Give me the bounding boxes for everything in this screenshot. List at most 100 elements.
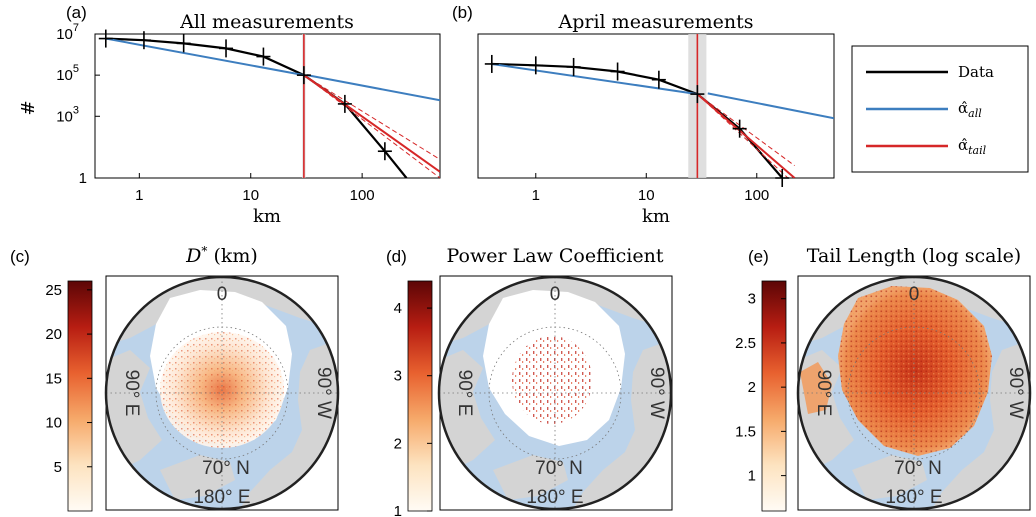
panel-b-data-marker	[651, 70, 666, 89]
panel-a-data-marker	[136, 31, 151, 50]
panel-b-series-alpha-all-upper	[707, 92, 834, 120]
panel-c-letter: (c)	[10, 247, 30, 266]
panel-e-label-90w: 90° W	[1005, 367, 1026, 419]
panel-a-title: All measurements	[179, 11, 354, 33]
panel-a-series-alpha-all	[105, 37, 305, 77]
panel-b-series-alpha-all	[491, 62, 698, 96]
panel-b-data-marker	[732, 119, 747, 138]
panel-b-series-data	[491, 62, 784, 178]
panel-b-xtick-label: 10	[638, 187, 655, 204]
panel-a-axes-frame	[94, 33, 441, 179]
legend-alpha-tail-sub: tail	[968, 144, 986, 157]
panel-b-data-marker	[610, 62, 625, 81]
panel-e-colorbar	[761, 280, 787, 512]
panel-d-land-north	[439, 277, 671, 345]
panel-d-label-180e: 180° E	[526, 487, 583, 508]
panel-a-data-marker	[256, 47, 271, 66]
panel-a-series-data	[105, 37, 408, 178]
panel-c-colorbar-label: 15	[45, 370, 62, 387]
panel-e-letter: (e)	[748, 247, 769, 266]
panel-d-map-boundary	[437, 275, 673, 511]
panel-e-land-north	[798, 277, 1030, 345]
panel-a-series-alpha-all-upper	[306, 74, 440, 102]
panel-a: (a) All measurements 1 10 100 1 103 105 107 km…	[18, 3, 441, 227]
panel-d: (d) Power Law Coefficient 4 3 2 1 0 90° E 9…	[386, 245, 673, 517]
panel-e-colorbar-label: 3	[748, 291, 756, 308]
panel-a-tail-bound-upper	[303, 74, 440, 160]
legend-alpha-all-symbol: α̂	[958, 99, 968, 117]
panel-d-colorbar-label: 1	[394, 503, 402, 517]
panel-c-label-90w: 90° W	[313, 367, 334, 419]
panel-c-land-south	[160, 455, 235, 500]
panel-b-data-marker	[528, 56, 543, 75]
legend-label-alpha-tail: α̂tail	[958, 136, 987, 157]
panel-d-colorbar-label: 2	[394, 435, 402, 452]
panel-e-colorbar-label: 1	[748, 468, 756, 485]
panel-e-colorbar-label: 2	[748, 379, 756, 396]
panel-c-label-180e: 180° E	[193, 487, 250, 508]
panel-a-xlabel: km	[253, 206, 281, 227]
panel-d-title: Power Law Coefficient	[447, 245, 664, 267]
panel-c-map-boundary	[104, 275, 340, 511]
panel-a-xtick-label: 10	[242, 187, 259, 204]
panel-a-ytick-label: 105	[56, 63, 79, 84]
panel-e-land-south	[852, 455, 927, 500]
legend: Data α̂all α̂tail	[851, 45, 1029, 173]
panel-c-land-north	[106, 277, 338, 345]
panel-d-label-70n: 70° N	[535, 458, 583, 479]
panel-a-letter: (a)	[66, 3, 87, 22]
panel-b-data-marker	[775, 169, 790, 187]
panel-a-ytick-label: 107	[56, 22, 79, 43]
panel-b-series-alpha-tail	[696, 93, 796, 178]
panel-e-title: Tail Length (log scale)	[807, 245, 1021, 267]
panel-a-data-marker	[296, 66, 311, 85]
panel-e-colorbar-label: 1.5	[735, 423, 756, 440]
panel-a-data-marker	[377, 142, 392, 161]
panel-d-colorbar	[407, 280, 433, 512]
panel-c-label-0: 0	[217, 284, 228, 305]
panel-b-data-marker	[484, 54, 499, 73]
panel-d-label-0: 0	[550, 284, 561, 305]
panel-a-ytick-label: 103	[56, 104, 79, 125]
panel-d-speckle	[512, 336, 592, 424]
panel-a-data-marker	[176, 34, 191, 53]
panel-c-colorbar-label: 25	[45, 282, 62, 299]
panel-e-map	[798, 277, 1030, 509]
panel-d-land-west	[439, 350, 495, 470]
panel-a-data-marker	[219, 39, 234, 58]
panel-a-xtick-label: 1	[135, 187, 143, 204]
panel-c-colorbar-label: 10	[45, 415, 62, 432]
panel-d-label-90e: 90° E	[454, 370, 475, 417]
panel-a-data-marker	[98, 29, 113, 48]
panel-c-colorbar-label: 5	[54, 459, 62, 476]
legend-alpha-tail-symbol: α̂	[958, 136, 968, 154]
panel-e-heat-west	[800, 362, 832, 414]
panel-d-label-90w: 90° W	[646, 367, 667, 419]
panel-d-land-south	[493, 455, 568, 500]
panel-e-colorbar-label: 2.5	[735, 335, 756, 352]
panel-a-data-marker	[337, 94, 352, 113]
panel-b-title: April measurements	[558, 11, 754, 33]
panel-a-series-alpha-tail	[303, 74, 440, 173]
panel-e-label-0: 0	[909, 284, 920, 305]
panel-b: (b) April measurements 1 10 100 km	[452, 3, 835, 227]
panel-e-label-90e: 90° E	[813, 370, 834, 417]
panel-b-xtick-label: 100	[744, 187, 769, 204]
panel-d-colorbar-label: 3	[394, 368, 402, 385]
panel-d-map	[439, 277, 671, 509]
panel-a-ylabel: #	[18, 100, 39, 115]
panel-c-label-70n: 70° N	[202, 458, 250, 479]
panel-b-data-marker	[566, 57, 581, 76]
panel-b-letter: (b)	[452, 3, 473, 22]
panel-e: (e) Tail Length (log scale) 32.521.51 0 …	[735, 245, 1032, 512]
panel-c-land-west	[106, 350, 162, 470]
legend-label-data: Data	[958, 63, 994, 81]
panel-c-colorbar-label: 20	[45, 326, 62, 343]
panel-d-colorbar-label: 4	[394, 300, 402, 317]
panel-a-ytick-label: 1	[79, 170, 87, 187]
legend-label-alpha-all: α̂all	[958, 99, 982, 120]
panel-a-xtick-label: 100	[350, 187, 375, 204]
legend-alpha-all-sub: all	[968, 107, 982, 120]
panel-b-xtick-label: 1	[532, 187, 540, 204]
